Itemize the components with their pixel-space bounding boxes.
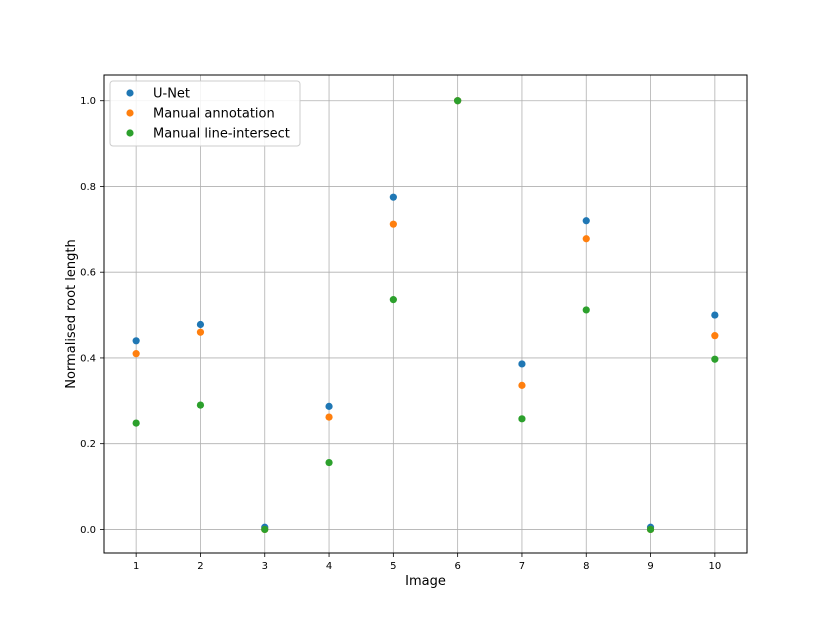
data-point [325, 413, 333, 421]
y-axis-label: Normalised root length [64, 239, 79, 388]
y-tick-label: 1.0 [80, 96, 96, 107]
legend-marker [126, 89, 134, 97]
data-point [582, 217, 590, 225]
data-point [711, 355, 719, 363]
data-point [196, 320, 205, 329]
data-point [518, 381, 526, 389]
y-tick-label: 0.6 [80, 268, 96, 279]
legend: U-Net Manual annotation Manual line-inters… [109, 80, 301, 147]
legend-marker [126, 109, 134, 117]
legend-label: Manual line-intersect [153, 127, 290, 142]
data-point [132, 337, 140, 345]
series-2 [132, 97, 719, 534]
data-point [711, 332, 719, 340]
legend-label: Manual annotation [153, 107, 275, 122]
y-tick-label: 0.2 [80, 439, 96, 450]
x-axis-label: Image [405, 574, 446, 589]
x-tick-label: 3 [262, 561, 268, 572]
y-tick-label: 0.8 [80, 182, 96, 193]
data-point [711, 311, 719, 319]
data-point [518, 415, 526, 423]
y-tick-label: 0.0 [80, 525, 96, 536]
data-point [196, 401, 205, 409]
x-tick-label: 5 [390, 561, 396, 572]
data-point [132, 419, 140, 427]
data-point [646, 525, 655, 534]
plot-area [104, 75, 747, 553]
x-tick-label: 4 [326, 561, 332, 572]
data-point [582, 235, 590, 243]
data-point [261, 525, 269, 534]
x-axis: 1 2 3 4 5 6 7 8 9 10 [133, 553, 721, 572]
y-axis: 0.0 0.2 0.4 0.6 0.8 1.0 [80, 96, 104, 536]
x-tick-label: 9 [647, 561, 653, 572]
legend-box [109, 80, 301, 147]
legend-label: U-Net [153, 87, 190, 102]
data-point [389, 296, 397, 304]
x-tick-label: 2 [197, 561, 203, 572]
data-point [582, 306, 590, 314]
data-point [325, 402, 333, 410]
data-point [518, 360, 526, 368]
data-point [389, 220, 397, 228]
x-tick-label: 8 [583, 561, 589, 572]
x-tick-label: 1 [133, 561, 139, 572]
x-tick-label: 6 [454, 561, 460, 572]
x-tick-label: 10 [708, 561, 721, 572]
data-point [325, 458, 333, 467]
plot-frame [103, 74, 748, 554]
data-points [132, 97, 719, 534]
data-point [196, 328, 205, 336]
x-tick-label: 7 [519, 561, 525, 572]
legend-marker [126, 129, 134, 137]
data-point [132, 350, 140, 358]
data-point [389, 193, 397, 201]
y-tick-label: 0.4 [80, 353, 96, 364]
data-point [454, 97, 462, 105]
